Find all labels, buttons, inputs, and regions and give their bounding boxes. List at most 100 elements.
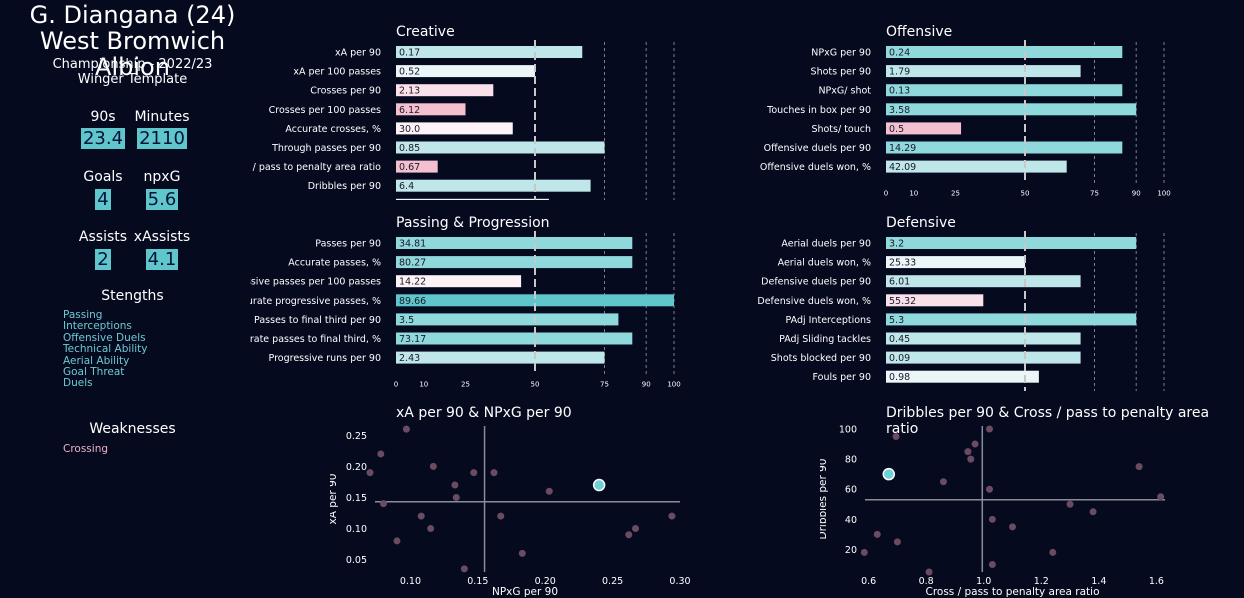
creative-bar — [396, 141, 605, 154]
xa-npxg-y-axis-label: xA per 90 — [330, 474, 339, 525]
passing-bar — [396, 294, 674, 307]
creative-bar — [396, 84, 494, 97]
offensive-title: Offensive — [886, 24, 953, 40]
dribbles-cross-point — [860, 548, 868, 556]
passing-category-label: Progressive runs per 90 — [269, 353, 381, 364]
dribbles-cross-x-tick-label: 1.4 — [1091, 576, 1106, 587]
xa-npxg-x-axis-label: NPxG per 90 — [492, 586, 558, 598]
offensive-bar — [886, 103, 1137, 116]
passing-data-label: 80.27 — [399, 258, 426, 269]
stat-minutes-value: 2110 — [137, 128, 187, 149]
xa-npxg-x-tick-label: 0.25 — [602, 576, 623, 587]
xa-npxg-y-tick-label: 0.25 — [346, 431, 367, 442]
offensive-tick-label: 25 — [951, 190, 960, 198]
weakness-item: Crossing — [63, 443, 109, 455]
offensive-category-label: Offensive duels won, % — [760, 162, 871, 173]
player-name: G. Diangana (24) — [29, 1, 236, 29]
defensive-category-label: Defensive duels per 90 — [761, 277, 871, 288]
creative-category-label: Accurate crosses, % — [285, 124, 381, 135]
stat-90s-value: 23.4 — [80, 128, 126, 149]
creative-data-label: 6.4 — [399, 181, 414, 192]
dribbles-cross-point — [985, 425, 993, 433]
offensive-tick-label: 50 — [1021, 190, 1030, 198]
defensive-bar — [886, 294, 984, 307]
defensive-category-label: Fouls per 90 — [813, 372, 871, 383]
defensive-data-label: 0.45 — [889, 334, 910, 345]
creative-bar — [396, 103, 466, 116]
xa-npxg-point — [417, 512, 425, 520]
creative-category-label: xA per 100 passes — [293, 67, 381, 78]
passing-bar — [396, 351, 605, 364]
passing-bar — [396, 313, 619, 326]
passing-data-label: 2.43 — [399, 353, 420, 364]
passing-data-label: 89.66 — [399, 296, 426, 307]
passing-data-label: 14.22 — [399, 277, 426, 288]
creative-category-label: Dribbles per 90 — [308, 181, 381, 192]
stat-npxg-value: 5.6 — [145, 189, 179, 210]
creative-data-label: 2.13 — [399, 86, 420, 97]
scatter-dribbles-cross: 0.6 0.8 1.0 1.2 1.4 1.6 20 40 60 80 100 Cross / pas… — [820, 425, 1165, 598]
stat-goals-value: 4 — [95, 189, 111, 210]
passing-category-label: Passes per 90 — [315, 239, 381, 250]
passing-tick-label: 0 — [394, 381, 398, 389]
xa-npxg-x-tick-label: 0.15 — [467, 576, 488, 587]
passing-category-label: Progressive passes per 100 passes — [250, 277, 381, 288]
xa-npxg-point — [429, 462, 437, 470]
creative-category-label: Crosses per 90 — [310, 86, 381, 97]
scatter-xa-npxg: 0.10 0.15 0.20 0.25 0.30 0.05 0.10 0.15 0.20 0.25… — [330, 425, 691, 598]
passing-bar — [396, 275, 522, 288]
passing-tick-label: 90 — [642, 381, 651, 389]
defensive-category-label: PAdj Interceptions — [786, 315, 872, 326]
offensive-category-label: NPxG/ shot — [818, 86, 871, 97]
dribbles-cross-point — [971, 440, 979, 448]
dribbles-cross-point — [988, 560, 996, 568]
defensive-bar — [886, 275, 1081, 288]
defensive-data-label: 25.33 — [889, 258, 916, 269]
offensive-bar-chart: 0 10 25 50 75 90 100 NPxG per 90 0.24 Shots per 9… — [760, 40, 1171, 198]
dribbles-cross-x-axis-label: Cross / pass to penalty area ratio — [925, 586, 1099, 598]
defensive-category-label: Defensive duels won, % — [757, 296, 871, 307]
offensive-data-label: 42.09 — [889, 162, 916, 173]
dribbles-cross-highlight-point — [882, 467, 896, 481]
dribbles-cross-point — [873, 530, 881, 538]
xa-npxg-point — [452, 493, 460, 501]
dribbles-cross-point — [1089, 508, 1097, 516]
xa-npxg-y-tick-label: 0.05 — [346, 555, 367, 566]
passing-data-label: 73.17 — [399, 334, 426, 345]
passing-category-label: Accurate passes, % — [288, 258, 381, 269]
strength-item: Aerial Ability — [63, 354, 130, 367]
stat-xassists-value: 4.1 — [145, 249, 179, 270]
defensive-data-label: 6.01 — [889, 277, 910, 288]
offensive-bar — [886, 160, 1067, 173]
offensive-tick-label: 100 — [1157, 190, 1170, 198]
offensive-bar — [886, 141, 1123, 154]
scatter-dribbles-cross-title: Dribbles per 90 & Cross / pass to penalt… — [886, 405, 1210, 437]
offensive-tick-label: 10 — [909, 190, 918, 198]
xa-npxg-x-tick-label: 0.30 — [669, 576, 690, 587]
defensive-category-label: Shots blocked per 90 — [771, 353, 871, 364]
creative-category-label: Crosses per 100 passes — [269, 105, 381, 116]
xa-npxg-point — [632, 525, 640, 533]
xa-npxg-point — [393, 537, 401, 545]
xa-npxg-y-tick-label: 0.15 — [346, 493, 367, 504]
strength-item: Technical Ability — [63, 343, 148, 356]
strengths-list: Passing Interceptions Offensive Duels Te… — [63, 309, 148, 390]
creative-data-label: 0.17 — [399, 48, 420, 59]
offensive-category-label: NPxG per 90 — [811, 48, 871, 59]
creative-bar — [396, 198, 549, 200]
creative-data-label: 6.12 — [399, 105, 420, 116]
stat-minutes-label: Minutes — [134, 109, 190, 125]
dribbles-cross-point — [1135, 463, 1143, 471]
dribbles-cross-point — [1066, 500, 1074, 508]
dribbles-cross-y-tick-label: 40 — [845, 515, 857, 526]
offensive-data-label: 1.79 — [889, 67, 910, 78]
offensive-tick-label: 90 — [1132, 190, 1141, 198]
scatter-xa-npxg-title: xA per 90 & NPxG per 90 — [396, 405, 572, 421]
dribbles-cross-point — [1009, 523, 1016, 531]
dribbles-cross-y-tick-label: 80 — [845, 455, 857, 466]
defensive-data-label: 3.2 — [889, 239, 904, 250]
dribbles-cross-y-tick-label: 20 — [845, 545, 857, 556]
passing-bar-chart: 0 10 25 50 75 90 100 Passes per 90 34.81 Accurate… — [250, 231, 681, 389]
passing-category-label: Accurate progressive passes, % — [250, 296, 381, 307]
